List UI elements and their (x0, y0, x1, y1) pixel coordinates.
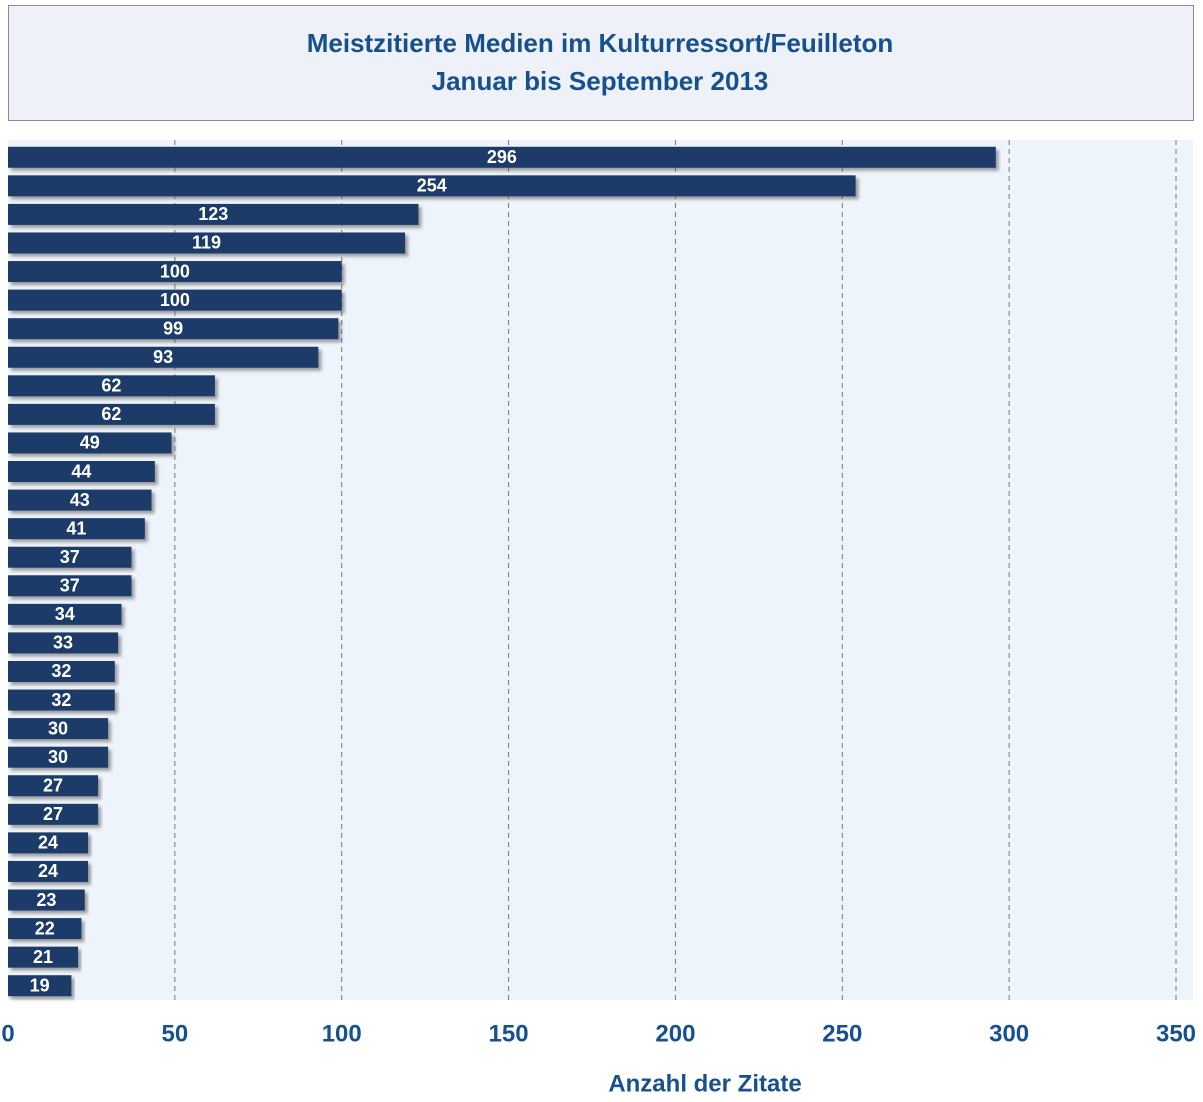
value-label: 21 (33, 947, 53, 967)
bar (8, 632, 119, 654)
bar (8, 603, 122, 625)
bar (8, 689, 115, 711)
value-label: 62 (101, 376, 121, 396)
bar (8, 489, 152, 511)
value-label: 32 (51, 661, 71, 681)
value-label: 27 (43, 776, 63, 796)
bar (8, 860, 89, 882)
bar (8, 803, 99, 825)
bar (8, 775, 99, 797)
bar (8, 318, 339, 340)
value-label: 37 (60, 547, 80, 567)
x-tick-label: 300 (989, 1020, 1029, 1047)
bar (8, 232, 406, 254)
bar (8, 975, 72, 997)
value-label: 24 (38, 833, 58, 853)
value-label: 62 (101, 404, 121, 424)
chart-subtitle: Januar bis September 2013 (432, 66, 769, 96)
bar (8, 432, 172, 454)
value-label: 43 (70, 490, 90, 510)
title-box (8, 5, 1194, 121)
value-label: 49 (80, 433, 100, 453)
value-label: 100 (160, 261, 190, 281)
bar (8, 203, 419, 225)
bar (8, 918, 82, 940)
value-label: 44 (71, 461, 91, 481)
x-tick-label: 0 (1, 1020, 14, 1047)
bar (8, 718, 109, 740)
bar (8, 746, 109, 768)
value-label: 119 (192, 233, 221, 253)
value-label: 23 (36, 890, 56, 910)
bar (8, 289, 342, 311)
bar (8, 403, 215, 425)
bar (8, 346, 319, 368)
value-label: 32 (51, 690, 71, 710)
bar (8, 146, 996, 168)
x-tick-label: 200 (655, 1020, 695, 1047)
x-tick-label: 350 (1156, 1020, 1196, 1047)
bar (8, 546, 132, 568)
value-label: 30 (48, 747, 68, 767)
value-label: 24 (38, 861, 58, 881)
value-label: 22 (35, 918, 55, 938)
value-label: 123 (198, 204, 228, 224)
x-tick-label: 100 (322, 1020, 362, 1047)
x-axis-label: Anzahl der Zitate (608, 1070, 801, 1097)
bar (8, 461, 155, 483)
value-label: 37 (60, 576, 80, 596)
bar (8, 518, 145, 540)
bar (8, 261, 342, 283)
plot-area (8, 140, 1193, 1000)
bar (8, 832, 89, 854)
chart-title: Meistzitierte Medien im Kulturressort/Fe… (307, 28, 894, 58)
x-tick-label: 50 (162, 1020, 189, 1047)
x-tick-label: 250 (822, 1020, 862, 1047)
value-label: 27 (43, 804, 63, 824)
bar (8, 575, 132, 597)
value-label: 41 (66, 518, 86, 538)
value-label: 30 (48, 718, 68, 738)
value-label: 254 (417, 176, 447, 196)
value-label: 19 (30, 975, 50, 995)
bar (8, 946, 79, 968)
value-label: 100 (160, 290, 190, 310)
bar (8, 889, 85, 911)
bar (8, 375, 215, 397)
value-label: 34 (55, 604, 75, 624)
value-label: 93 (153, 347, 173, 367)
bar (8, 175, 856, 197)
x-tick-label: 150 (489, 1020, 529, 1047)
value-label: 296 (487, 147, 517, 167)
value-label: 33 (53, 633, 73, 653)
bar (8, 660, 115, 682)
value-label: 99 (163, 318, 183, 338)
